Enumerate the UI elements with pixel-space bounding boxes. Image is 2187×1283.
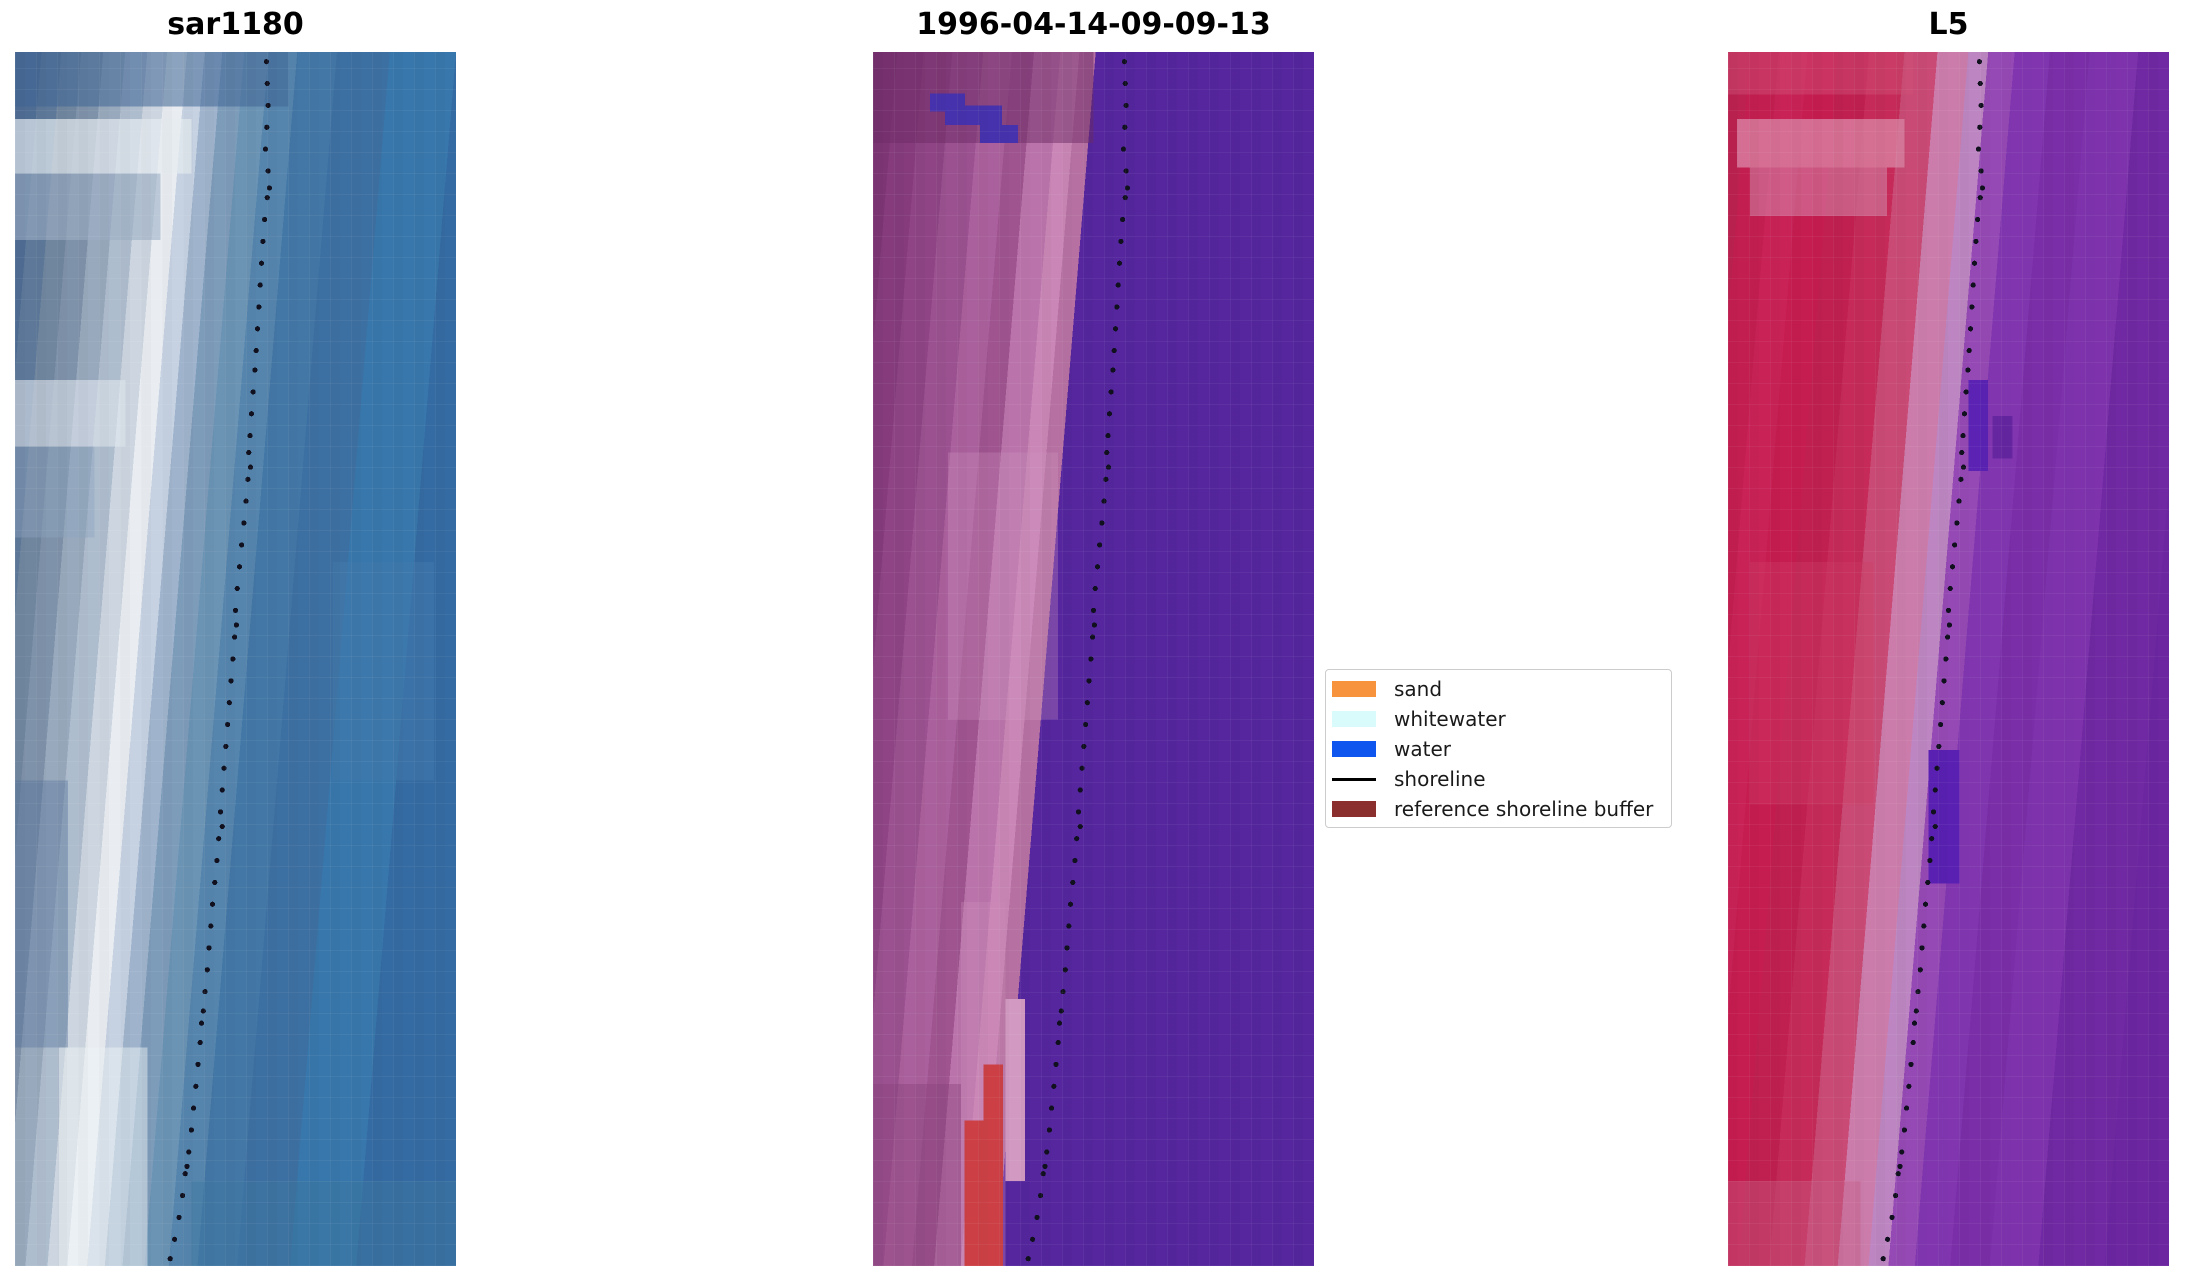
- shoreline-line-swatch: [1332, 777, 1376, 781]
- legend-row-sand: sand: [1332, 674, 1665, 704]
- legend-label: reference shoreline buffer: [1394, 797, 1654, 821]
- legend-label: sand: [1394, 677, 1443, 701]
- whitewater-swatch: [1332, 711, 1376, 727]
- legend-label: whitewater: [1394, 707, 1506, 731]
- legend-row-shoreline: shoreline: [1332, 764, 1665, 794]
- panel-title-l5: L5: [1928, 7, 1969, 42]
- legend-row-water: water: [1332, 734, 1665, 764]
- legend-label: shoreline: [1394, 767, 1486, 791]
- sand-swatch: [1332, 681, 1376, 697]
- classified-image: [873, 52, 1314, 1266]
- panel-title-sar1180: sar1180: [167, 7, 304, 42]
- water-swatch: [1332, 741, 1376, 757]
- panel-sar1180: [15, 52, 456, 1266]
- panel-classified: [873, 52, 1314, 1266]
- reference-buffer-swatch: [1332, 801, 1376, 817]
- panel-l5: [1728, 52, 2169, 1266]
- legend-row-whitewater: whitewater: [1332, 704, 1665, 734]
- sar-image: [15, 52, 456, 1266]
- l5-image: [1728, 52, 2169, 1266]
- legend-row-reference-buffer: reference shoreline buffer: [1332, 794, 1665, 824]
- legend-label: water: [1394, 737, 1451, 761]
- panel-title-date: 1996-04-14-09-09-13: [916, 7, 1271, 42]
- legend: sand whitewater water shoreline referenc…: [1325, 669, 1672, 828]
